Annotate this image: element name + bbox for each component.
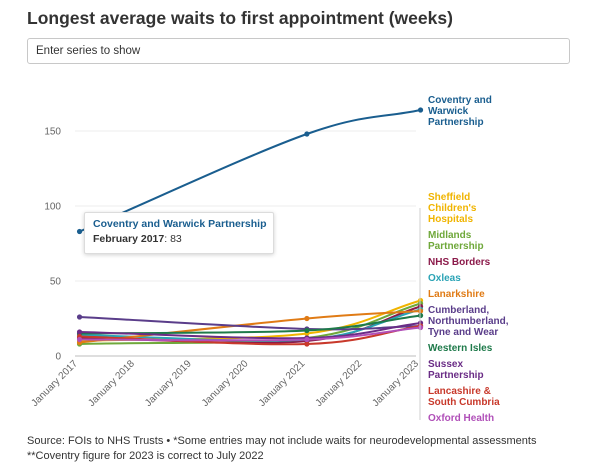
data-point-cumberland-northumberland-tyne-and-wear[interactable] [76, 314, 83, 320]
series-label-coventry: Partnership [428, 117, 484, 128]
series-label-sussex-partnership: Sussex [428, 359, 463, 370]
series-label-sheffield-children-s-hospitals: Sheffield [428, 192, 470, 203]
data-point-oxford-health[interactable] [304, 336, 310, 343]
data-point-lanarkshire[interactable] [417, 308, 424, 314]
series-line-oxford-health[interactable] [79, 326, 421, 342]
data-point-western-isles[interactable] [304, 327, 310, 334]
tooltip-colon: : [164, 233, 171, 245]
y-tick-label: 100 [44, 202, 61, 213]
series-line-lanarkshire[interactable] [79, 310, 421, 344]
series-label-cumberland-northumberland-tyne-and-wear: Northumberland, [428, 316, 509, 327]
series-label-nhs-borders: NHS Borders [428, 257, 491, 268]
y-tick-label: 50 [50, 277, 62, 288]
chart-tooltip: Coventry and Warwick Partnership Februar… [84, 212, 274, 254]
series-label-midlands-partnership: Partnership [428, 241, 484, 252]
x-tick-label: January 2017 [29, 358, 80, 409]
series-label-western-isles: Western Isles [428, 343, 493, 354]
data-point-sussex-partnership[interactable] [76, 329, 83, 335]
y-tick-label: 0 [55, 352, 61, 363]
x-tick-label: January 2019 [143, 358, 194, 409]
data-point-coventry-and-warwick-partnership[interactable] [76, 228, 83, 235]
tooltip-date: February 2017 [93, 233, 165, 245]
series-label-lancashire-south-cumbria: Lancashire & [428, 386, 491, 397]
series-search-input[interactable] [28, 39, 569, 63]
series-label-coventry: Warwick [428, 106, 469, 117]
data-point-western-isles[interactable] [417, 312, 424, 319]
data-point-oxford-health[interactable] [76, 336, 83, 343]
data-point-lanarkshire[interactable] [304, 315, 310, 322]
x-tick-label: January 2020 [200, 358, 251, 409]
footer-source: Source: FOIs to NHS Trusts • *Some entri… [27, 435, 537, 447]
series-label-lancashire-south-cumbria: South Cumbria [428, 397, 500, 408]
data-point-coventry-and-warwick-partnership[interactable] [304, 131, 310, 137]
x-tick-label: January 2022 [314, 358, 365, 409]
data-point-oxford-health[interactable] [417, 324, 424, 331]
data-point-coventry-and-warwick-partnership[interactable] [417, 107, 424, 113]
series-label-sheffield-children-s-hospitals: Children's [428, 203, 477, 214]
series-label-oxleas: Oxleas [428, 273, 461, 284]
series-label-lanarkshire: Lanarkshire [428, 289, 485, 300]
series-label-cumberland-northumberland-tyne-and-wear: Tyne and Wear [428, 327, 498, 338]
series-line-cumberland-northumberland-tyne-and-wear[interactable] [79, 316, 421, 331]
chart-title: Longest average waits to first appointme… [27, 8, 453, 28]
series-label-sheffield-children-s-hospitals: Hospitals [428, 214, 473, 225]
series-line-coventry-and-warwick-partnership[interactable] [79, 109, 421, 233]
series-label-cumberland-northumberland-tyne-and-wear: Cumberland, [428, 305, 489, 316]
footer: Source: FOIs to NHS Trusts • *Some entri… [27, 434, 536, 464]
series-line-western-isles[interactable] [79, 314, 421, 335]
series-line-sussex-partnership[interactable] [79, 322, 421, 340]
x-tick-label: January 2021 [257, 358, 308, 409]
series-label-sussex-partnership: Partnership [428, 370, 484, 381]
y-tick-label: 150 [44, 127, 61, 138]
x-tick-label: January 2018 [86, 358, 137, 409]
series-search[interactable] [27, 38, 570, 64]
tooltip-value: 83 [170, 233, 182, 245]
footer-note: **Coventry figure for 2023 is correct to… [27, 450, 264, 462]
series-label-coventry: Coventry and [428, 95, 492, 106]
series-label-oxford-health: Oxford Health [428, 413, 494, 424]
tooltip-series: Coventry and Warwick Partnership [93, 218, 267, 230]
series-label-midlands-partnership: Midlands [428, 230, 472, 241]
data-point-lancashire-south-cumbria[interactable] [304, 341, 310, 347]
x-tick-label: January 2023 [370, 358, 421, 409]
